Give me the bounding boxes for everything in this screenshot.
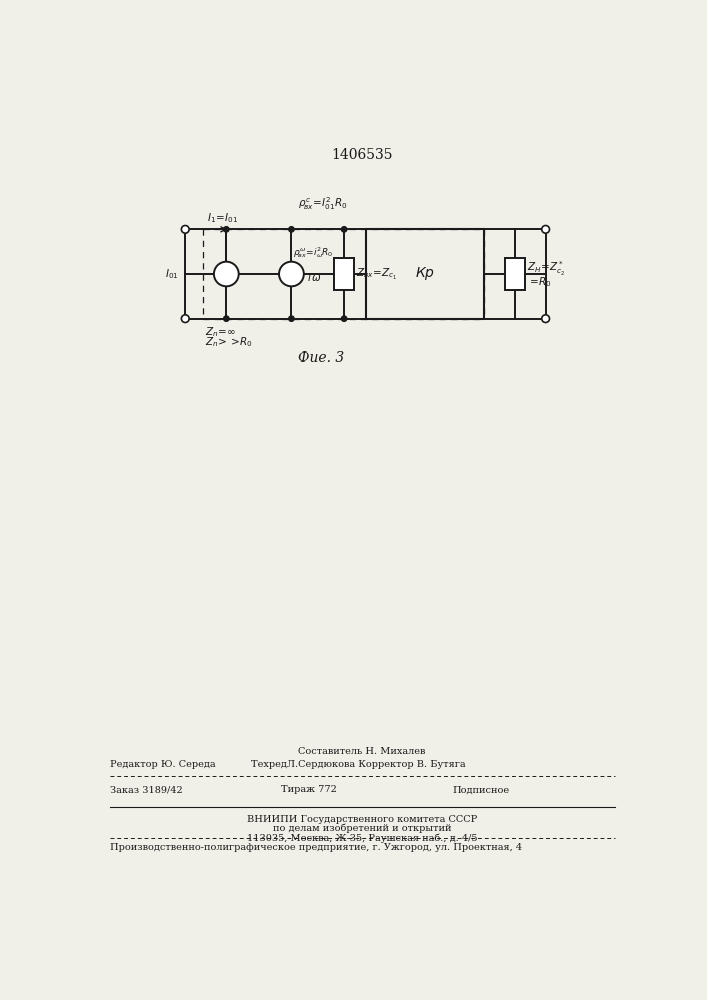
Text: $I_1\!=\!I_{01}$: $I_1\!=\!I_{01}$: [207, 212, 238, 225]
Circle shape: [341, 316, 347, 321]
Circle shape: [542, 225, 549, 233]
Text: Производственно-полиграфическое предприятие, г. Ужгород, ул. Проектная, 4: Производственно-полиграфическое предприя…: [110, 843, 522, 852]
Text: $Z_n\!>>\!R_0$: $Z_n\!>>\!R_0$: [204, 336, 252, 349]
Text: Тираж 772: Тираж 772: [281, 785, 337, 794]
Circle shape: [288, 227, 294, 232]
Text: ВНИИПИ Государственного комитета СССР: ВНИИПИ Государственного комитета СССР: [247, 815, 477, 824]
Text: 1406535: 1406535: [331, 148, 392, 162]
Circle shape: [288, 316, 294, 321]
Text: $\rho_{\!вх}^{c}\!=\!I_{01}^{2}R_0$: $\rho_{\!вх}^{c}\!=\!I_{01}^{2}R_0$: [298, 196, 347, 212]
Bar: [334, 258, 354, 290]
Text: $i\,\omega$: $i\,\omega$: [307, 271, 322, 283]
Circle shape: [223, 316, 229, 321]
Text: ТехредЛ.Сердюкова Корректор В. Бутяга: ТехредЛ.Сердюкова Корректор В. Бутяга: [251, 760, 466, 769]
Text: Редактор Ю. Середа: Редактор Ю. Середа: [110, 760, 216, 769]
Circle shape: [542, 315, 549, 323]
Text: $=\!R_0$: $=\!R_0$: [527, 275, 551, 289]
Text: $Z_H\!=\!Z_{c_2}^*$: $Z_H\!=\!Z_{c_2}^*$: [527, 260, 566, 278]
Circle shape: [182, 315, 189, 323]
Text: $I_{01}$: $I_{01}$: [165, 267, 179, 281]
Circle shape: [279, 262, 304, 286]
Circle shape: [341, 227, 347, 232]
Text: $\rho_{\!вх}^{\omega}\!=\!i_{\omega}^{2}R_0$: $\rho_{\!вх}^{\omega}\!=\!i_{\omega}^{2}…: [293, 245, 334, 260]
Circle shape: [182, 225, 189, 233]
Text: Заказ 3189/42: Заказ 3189/42: [110, 785, 183, 794]
Text: 113035, Москва, Ж-35, Раушская наб., д. 4/5: 113035, Москва, Ж-35, Раушская наб., д. …: [247, 833, 477, 843]
Text: $Z_{вх}\!=\!Z_{c_1}$: $Z_{вх}\!=\!Z_{c_1}$: [356, 266, 397, 282]
Circle shape: [223, 227, 229, 232]
Text: по делам изобретений и открытий: по делам изобретений и открытий: [273, 824, 451, 833]
Text: $Кр$: $Кр$: [415, 265, 435, 282]
Text: Составитель Н. Михалев: Составитель Н. Михалев: [298, 747, 426, 756]
Bar: [366, 229, 484, 319]
Text: Фие. 3: Фие. 3: [298, 351, 344, 365]
Text: $Z_n\!=\!\infty$: $Z_n\!=\!\infty$: [204, 325, 235, 339]
Text: Подписное: Подписное: [452, 785, 510, 794]
Bar: [505, 258, 525, 290]
Circle shape: [214, 262, 239, 286]
